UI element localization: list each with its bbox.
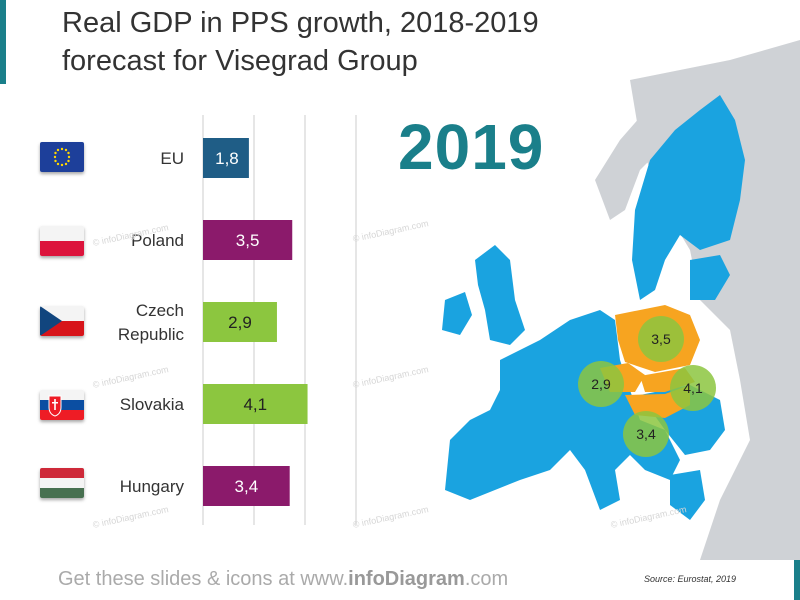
map-bubble-poland: 3,5 xyxy=(638,316,684,362)
footer-brand: infoDiagram xyxy=(348,568,465,590)
bar-value-label: 2,9 xyxy=(228,313,252,332)
bar-chart: 1,8 EU 3,5 Poland 2,9 Czech Republic 4,1 Slovaki… xyxy=(118,115,357,525)
category-label: Slovakia xyxy=(120,395,185,414)
map-bubble-label-poland: 3,5 xyxy=(651,331,671,347)
accent-tab-bottom xyxy=(794,556,800,600)
category-label: Czech xyxy=(136,301,184,320)
bar-slovakia xyxy=(203,384,308,424)
source-note: Source: Eurostat, 2019 xyxy=(644,574,737,584)
map-ireland xyxy=(442,292,472,335)
title-line-1: Real GDP in PPS growth, 2018-2019 xyxy=(62,7,539,39)
year-label: 2019 xyxy=(398,111,545,183)
map-bubble-slovakia: 4,1 xyxy=(670,365,716,411)
bar-value-label: 4,1 xyxy=(243,395,267,414)
accent-tab xyxy=(0,0,6,84)
europe-map xyxy=(442,40,800,560)
map-bubble-label-slovakia: 4,1 xyxy=(683,380,703,396)
bar-eu xyxy=(203,138,249,178)
map-bubble-label-hungary: 3,4 xyxy=(636,426,656,442)
slovakia-flag-icon xyxy=(40,390,84,420)
bar-value-label: 1,8 xyxy=(215,149,239,168)
map-bubble-czech: 2,9 xyxy=(578,361,624,407)
footer-text: Get these slides & icons at www. xyxy=(58,568,349,590)
map-uk xyxy=(475,245,525,345)
title-line-2: forecast for Visegrad Group xyxy=(62,45,418,77)
footer-suffix: .com xyxy=(464,568,509,590)
eu-flag-icon xyxy=(40,142,84,172)
bar-hungary xyxy=(203,466,290,506)
bar-czech-republic xyxy=(203,302,277,342)
bar-value-label: 3,5 xyxy=(236,231,260,250)
map-norway-region xyxy=(595,70,760,220)
map-bubble-label-czech: 2,9 xyxy=(591,376,611,392)
category-label: EU xyxy=(160,149,184,168)
hungary-flag-icon xyxy=(40,468,84,498)
bar-value-label: 3,4 xyxy=(235,477,259,496)
footer-link[interactable]: Get these slides & icons at www.infoDiag… xyxy=(58,568,508,591)
category-label: Hungary xyxy=(120,477,185,496)
map-mainland-eu xyxy=(445,310,680,510)
category-label: Poland xyxy=(131,231,184,250)
page-title: Real GDP in PPS growth, 2018-2019 foreca… xyxy=(62,4,582,80)
category-label: Republic xyxy=(118,325,185,344)
map-baltics xyxy=(690,255,730,300)
bar-poland xyxy=(203,220,293,260)
map-bubble-hungary: 3,4 xyxy=(623,411,669,457)
poland-flag-icon xyxy=(40,226,84,256)
map-sweden-finland xyxy=(632,95,745,300)
map-greece xyxy=(670,470,705,520)
czech-flag-icon xyxy=(40,306,84,336)
